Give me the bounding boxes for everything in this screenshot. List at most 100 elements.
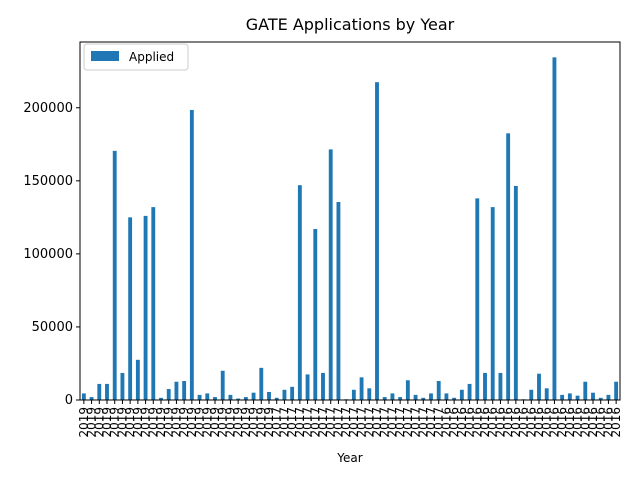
bar [513,185,518,400]
x-tick-label: 2019 [247,407,261,438]
x-axis: 2019201920192019201920192019201920192019… [77,400,623,438]
x-tick-label: 2019 [231,407,245,438]
bar [498,372,503,400]
bar [529,389,534,400]
x-tick-label: 2016 [555,407,569,438]
x-tick-label: 2017 [355,407,369,438]
bar [606,394,611,400]
x-tick-label: 2019 [92,407,106,438]
y-tick-label: 150000 [23,174,73,189]
bar [328,149,333,400]
bar [120,372,125,400]
bar [197,394,202,400]
x-tick-label: 2016 [524,407,538,438]
x-tick-label: 2017 [270,407,284,438]
x-tick-label: 2016 [486,407,500,438]
x-tick-label: 2016 [517,407,531,438]
x-tick-label: 2019 [169,407,183,438]
legend-box [83,43,189,71]
bar [135,359,140,400]
x-tick-label: 2017 [370,407,384,438]
plot-frame [79,41,621,401]
bar [398,397,403,400]
bar [290,386,295,400]
x-tick-label: 2017 [347,407,361,438]
bar [429,393,433,400]
bar [375,82,379,401]
bar [174,381,179,400]
bar [205,393,210,400]
x-tick-label: 2016 [532,407,546,438]
bar [336,202,341,400]
bar [552,57,557,400]
x-tick-label: 2016 [478,407,492,438]
bar [282,389,287,400]
x-tick-label: 2019 [100,407,114,438]
x-tick-label: 2019 [239,407,253,438]
x-tick-label: 2016 [586,407,600,438]
bar [112,150,117,400]
bar [436,381,441,400]
bar [228,394,233,400]
x-tick-label: 2019 [262,407,276,438]
chart-title: GATE Applications by Year [246,15,455,34]
bar [213,397,217,400]
x-tick-label: 2016 [463,407,477,438]
x-tick-label: 2019 [154,407,168,438]
x-tick-label: 2016 [571,407,585,438]
x-tick-label: 2016 [509,407,523,438]
y-tick-label: 50000 [32,320,73,335]
bar [321,372,325,400]
x-tick-label: 2017 [301,407,315,438]
bar [274,397,279,400]
x-tick-label: 2019 [123,407,137,438]
bar [459,389,464,400]
bar [567,393,572,400]
x-tick-label: 2017 [416,407,430,438]
bar [490,207,495,400]
bar [159,397,163,400]
x-tick-label: 2017 [432,407,446,438]
x-tick-label: 2019 [254,407,268,438]
x-tick-label: 2019 [223,407,237,438]
x-tick-label: 2017 [324,407,338,438]
x-tick-label: 2017 [409,407,423,438]
x-tick-label: 2019 [177,407,191,438]
x-tick-label: 2019 [193,407,207,438]
bars [81,57,619,401]
bar [236,398,241,400]
bar [305,374,310,400]
bar [97,383,102,400]
x-tick-label: 2019 [131,407,145,438]
bar [475,198,480,400]
x-tick-label: 2016 [455,407,469,438]
x-tick-label: 2019 [77,407,91,438]
bar [421,397,426,400]
x-tick-label: 2016 [447,407,461,438]
bar [506,133,511,400]
x-tick-label: 2016 [563,407,577,438]
bar [151,207,156,400]
x-tick-label: 2017 [277,407,291,438]
x-tick-label: 2016 [493,407,507,438]
bar [367,388,372,400]
x-tick-label: 2019 [216,407,230,438]
y-tick-label: 0 [65,393,73,408]
x-tick-label: 2019 [115,407,129,438]
x-tick-label: 2019 [108,407,122,438]
y-tick-label: 200000 [23,101,73,116]
y-axis: 0 50000 100000 150000 200000 [23,101,80,408]
legend-label-applied: Applied [129,50,174,64]
bar [413,394,418,400]
x-tick-label: 2017 [393,407,407,438]
bar [598,397,603,400]
bar [382,397,387,400]
bar [220,370,225,400]
x-tick-label: 2019 [139,407,153,438]
bar [591,392,595,400]
bar [143,215,148,400]
x-tick-label: 2019 [208,407,222,438]
bar [259,367,264,400]
x-tick-label: 2019 [200,407,214,438]
x-tick-label: 2016 [601,407,615,438]
